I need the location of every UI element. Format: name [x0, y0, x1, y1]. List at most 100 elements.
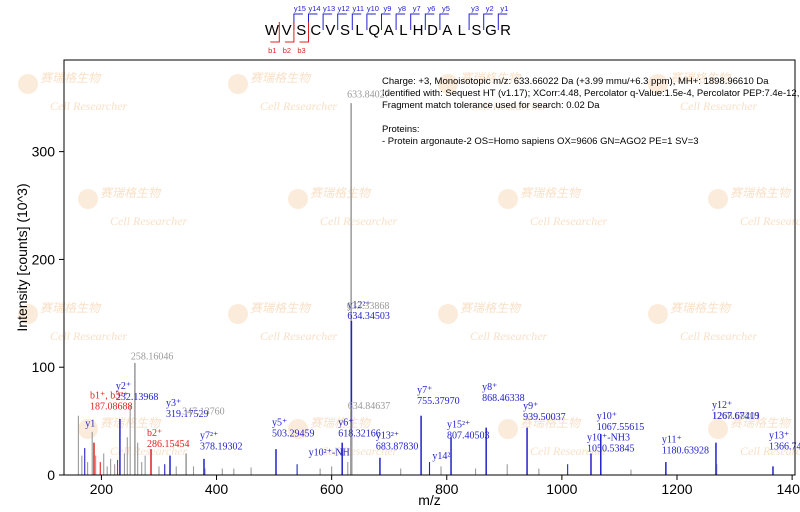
sequence-residue: V [325, 22, 335, 39]
peak-label: 939.50037 [523, 412, 566, 423]
watermark-logo-icon [648, 304, 668, 324]
sequence-residue: R [500, 22, 511, 39]
watermark-text: Cell Researcher [740, 444, 800, 458]
watermark-text: Cell Researcher [530, 214, 608, 228]
sequence-residue: C [310, 22, 321, 39]
y-tick-label: 300 [32, 144, 56, 160]
x-tick-label: 600 [320, 481, 344, 497]
y-ion-label: y7 [413, 4, 421, 13]
watermark-text: Cell Researcher [260, 99, 338, 113]
y-ion-bracket [410, 13, 420, 30]
peak-label: 683.87830 [376, 441, 419, 452]
watermark-logo-icon [18, 74, 38, 94]
watermark-logo-icon [438, 304, 458, 324]
watermark-layer: 赛瑞格生物 Cell Researcher 赛瑞格生物 Cell Researcher… [18, 71, 800, 458]
info-line: Identified with: Sequest HT (v1.17); XCo… [382, 88, 799, 99]
watermark-logo-icon [78, 419, 98, 439]
watermark-text: Cell Researcher [470, 99, 548, 113]
peak-label: 634.34503 [347, 311, 390, 322]
peak-label: y1 [85, 418, 95, 429]
b-ion-bracket [270, 22, 280, 43]
y-ion-bracket [366, 13, 376, 30]
plot-frame [63, 59, 796, 476]
peak-label: y8⁺ [482, 382, 497, 393]
y-ion-bracket [439, 13, 449, 30]
peak-label: 1366.74268 [769, 441, 800, 452]
sequence-residue: V [282, 22, 292, 39]
x-tick-label: 1000 [546, 481, 577, 497]
watermark-logo-icon [708, 189, 728, 209]
peak-label: y7⁺ [417, 385, 432, 396]
peak-label: y10⁺-NH3 [587, 433, 630, 444]
y-ion-label: y13 [323, 4, 335, 13]
y-ion-bracket [497, 13, 508, 30]
y-ion-label: y2 [486, 4, 494, 13]
y-ion-label: y10 [367, 4, 379, 13]
watermark-logo-icon [648, 74, 668, 94]
info-line: Charge: +3, Monoisotopic m/z: 633.66022 … [382, 76, 769, 87]
x-axis-label: m/z [418, 492, 441, 508]
peak-label: 187.08688 [90, 401, 133, 412]
x-tick-label: 1200 [661, 481, 692, 497]
peak-label: 232.13968 [116, 392, 159, 403]
watermark-text: Cell Researcher [680, 329, 758, 343]
y-ion-label: y1 [500, 4, 508, 13]
watermark-text: Cell Researcher [50, 329, 128, 343]
peak-label: 634.84637 [348, 401, 391, 412]
watermark-text: 赛瑞格生物 [730, 186, 792, 200]
sequence-residue: G [485, 22, 497, 39]
peak-label: 633.33868 [347, 301, 390, 312]
peak-label: 286.15454 [147, 439, 190, 450]
y-ion-label: y6 [427, 4, 435, 13]
peak-label: y10⁺ [597, 411, 617, 422]
info-line: - Protein argonaute-2 OS=Homo sapiens OX… [382, 136, 699, 147]
peak-label: 807.40503 [447, 431, 490, 442]
peak-label: 319.17529 [166, 409, 209, 420]
watermark-logo-icon [498, 419, 518, 439]
sequence-residue: S [471, 22, 481, 39]
b-ion-label: b2 [283, 46, 291, 55]
watermark-text: 赛瑞格生物 [730, 416, 792, 430]
watermark-logo-icon [708, 419, 728, 439]
watermark-text: 赛瑞格生物 [100, 416, 162, 430]
peak-label: b2⁺ [147, 428, 162, 439]
watermark-text: 赛瑞格生物 [460, 301, 522, 315]
peak-label: y2⁺ [116, 381, 131, 392]
watermark-text: Cell Researcher [680, 99, 758, 113]
sequence-residue: L [355, 22, 363, 39]
sequence-residue: W [265, 22, 280, 39]
watermark-text: Cell Researcher [740, 214, 800, 228]
watermark-text: Cell Researcher [320, 444, 398, 458]
y-ion-bracket [322, 13, 333, 30]
info-line: Fragment match tolerance used for search… [382, 100, 600, 111]
plot-area: y2⁺232.13968 258.16046 b1⁺, b3²⁺187.08688 b… [77, 90, 800, 475]
y-ion-bracket [337, 13, 347, 30]
sequence-residue: S [340, 22, 350, 39]
y-ion-label: y11 [353, 4, 365, 13]
watermark-text: Cell Researcher [110, 444, 188, 458]
y-ion-bracket [483, 13, 493, 30]
peak-label: 633.84027 [347, 90, 390, 101]
y-ion-bracket [351, 13, 362, 30]
watermark-text: 赛瑞格生物 [520, 416, 582, 430]
x-tick-label: 800 [435, 481, 459, 497]
peak-label: y13⁺ [769, 430, 789, 441]
peak-label: y11⁺ [662, 435, 682, 446]
peak-label: 755.37970 [417, 396, 460, 407]
b-ion-bracket [299, 22, 309, 43]
sequence-residue: L [399, 22, 407, 39]
y-ion-bracket [381, 13, 391, 30]
y-ion-label: y5 [442, 4, 450, 13]
y-axis-label: Intensity [counts] (10^3) [14, 183, 30, 331]
peak-label: y10²⁺-NH [309, 448, 350, 459]
watermark-text: Cell Researcher [470, 329, 548, 343]
sequence-residue: L [458, 22, 466, 39]
info-panel: Charge: +3, Monoisotopic m/z: 633.66022 … [382, 76, 799, 147]
watermark-logo-icon [288, 189, 308, 209]
y-ion-bracket [424, 13, 435, 30]
watermark-text: 赛瑞格生物 [100, 186, 162, 200]
watermark-logo-icon [78, 189, 98, 209]
peak-label: 378.19302 [200, 441, 243, 452]
